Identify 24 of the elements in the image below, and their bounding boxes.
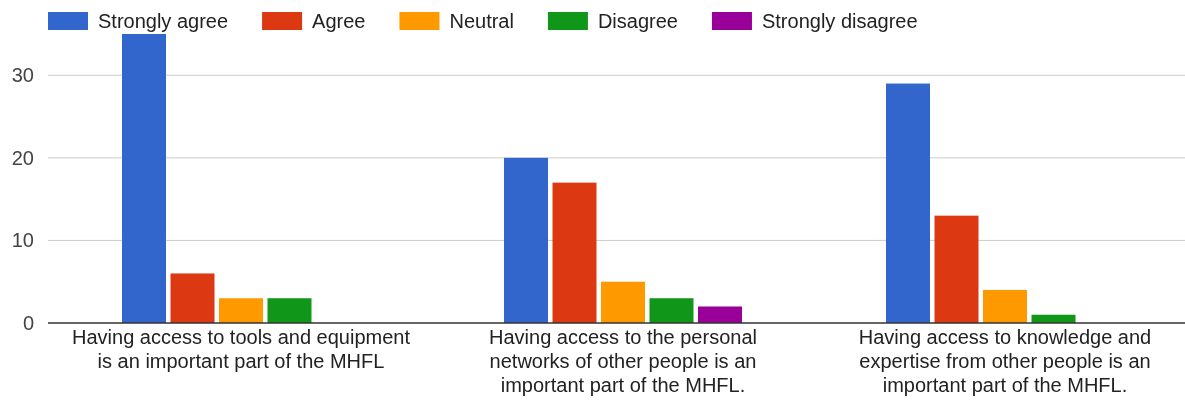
bar (649, 298, 694, 323)
y-tick-label: 30 (11, 64, 34, 87)
bar (170, 273, 215, 323)
y-tick-label: 10 (11, 229, 34, 252)
legend-label: Strongly agree (98, 10, 229, 32)
legend-label: Strongly disagree (761, 10, 918, 32)
legend-label: Disagree (597, 10, 678, 32)
bar (504, 157, 548, 323)
legend-label: Neutral (449, 10, 514, 32)
y-tick-label: 20 (11, 146, 34, 169)
x-tick-label: Having access to the personal networks of other people is an important part of the MHFL. (489, 326, 757, 396)
bar (122, 34, 166, 323)
legend-label: Agree (312, 10, 366, 32)
bar (983, 289, 1027, 323)
bar (934, 215, 979, 323)
x-tick-label: Having access to tools and equipment is an important part of the MHFL (72, 326, 411, 372)
bar (219, 298, 263, 323)
bar (698, 306, 742, 323)
x-tick-label: Having access to knowledge and expertise from other people is an important part of the MHFL. (858, 326, 1152, 396)
bar (267, 298, 312, 323)
bar (552, 182, 597, 323)
bar (601, 281, 645, 323)
bar (886, 83, 930, 323)
y-tick-label: 0 (22, 312, 34, 334)
